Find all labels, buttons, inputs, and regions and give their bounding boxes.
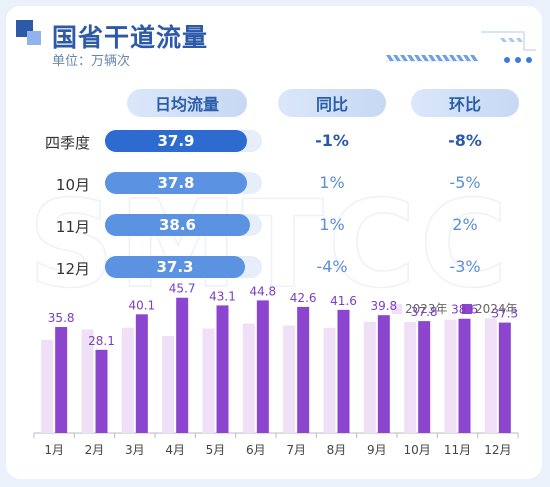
x-tick-label: 12月 <box>484 443 511 457</box>
data-label: 38.6 <box>451 303 478 317</box>
bar-2023 <box>444 319 457 433</box>
bar-2024 <box>418 321 431 433</box>
data-label: 39.8 <box>370 299 397 313</box>
flow-bar: 37.8 <box>105 172 247 194</box>
flow-bar: 37.3 <box>105 256 245 278</box>
bar-2023 <box>484 318 497 433</box>
yoy-value: 1% <box>319 173 345 192</box>
x-tick-label: 11月 <box>444 443 471 457</box>
bar-2023 <box>41 339 54 433</box>
data-label: 37.3 <box>491 307 518 321</box>
decoration-icon <box>386 31 536 63</box>
data-label: 35.8 <box>48 311 75 325</box>
bar-2024 <box>498 322 511 433</box>
row-label: 10月 <box>55 176 90 194</box>
x-tick-label: 3月 <box>125 443 145 457</box>
bar-2023 <box>363 321 376 433</box>
bar-2024 <box>458 318 471 433</box>
x-tick-label: 9月 <box>367 443 387 457</box>
data-label: 43.1 <box>209 289 236 303</box>
x-tick-label: 4月 <box>165 443 185 457</box>
row-label: 四季度 <box>44 134 90 152</box>
monthly-bar-chart: 35.8 1月 28.1 2月 40.1 3月 45.7 4月 43.1 5月 44.8 6月 42.6… <box>33 282 519 457</box>
row-label: 11月 <box>55 218 90 236</box>
logo-icon <box>16 20 41 45</box>
bar-2024 <box>256 300 269 433</box>
bar-2024 <box>135 314 148 433</box>
x-tick-label: 2月 <box>85 443 105 457</box>
bar-2024 <box>55 327 68 433</box>
data-label: 37.8 <box>411 305 438 319</box>
bar-2024 <box>95 349 108 433</box>
data-label: 42.6 <box>290 291 317 305</box>
row-label: 12月 <box>55 260 90 278</box>
legend-swatch-2023 <box>392 303 402 314</box>
x-tick-label: 8月 <box>327 443 347 457</box>
mom-value: 2% <box>452 215 478 234</box>
x-tick-label: 5月 <box>206 443 226 457</box>
data-label: 44.8 <box>249 284 276 298</box>
unit-label: 单位：万辆次 <box>52 54 131 69</box>
watermark: SMTCC <box>27 175 512 316</box>
flow-bar: 38.6 <box>105 214 250 236</box>
bar-2023 <box>162 335 175 433</box>
mom-value: -5% <box>449 173 481 192</box>
legend-label-2023: 2023年 <box>405 302 448 316</box>
bar-2024 <box>377 315 390 433</box>
data-label: 40.1 <box>128 298 155 312</box>
mom-value: -8% <box>448 131 482 150</box>
bar-2023 <box>121 327 134 433</box>
bar-2024 <box>216 305 229 433</box>
data-label: 41.6 <box>330 294 357 308</box>
bar-2023 <box>242 323 255 433</box>
x-tick-label: 1月 <box>44 443 64 457</box>
bar-2024 <box>176 297 189 433</box>
yoy-value: 1% <box>319 215 345 234</box>
card: SMTCC 国省干道流量 单位：万辆次 日均流量 同比 环比 四季度 37.9 -1… <box>6 6 542 479</box>
bar-2024 <box>297 306 310 433</box>
data-label: 45.7 <box>169 282 196 296</box>
bar-2023 <box>202 328 215 433</box>
bar-2023 <box>283 325 296 433</box>
col-header-mom: 环比 <box>411 89 519 117</box>
mom-value: -3% <box>449 257 481 276</box>
col-header-yoy: 同比 <box>278 89 386 117</box>
data-label: 28.1 <box>88 334 115 348</box>
bar-2023 <box>323 327 336 433</box>
yoy-value: -4% <box>316 257 348 276</box>
legend-2024: 2024年 <box>462 300 518 317</box>
x-tick-label: 10月 <box>404 443 431 457</box>
bar-2023 <box>404 322 417 433</box>
yoy-value: -1% <box>315 131 349 150</box>
bar-2023 <box>81 329 94 433</box>
legend-swatch-2024 <box>462 303 472 314</box>
legend-label-2024: 2024年 <box>475 302 518 316</box>
x-tick-label: 6月 <box>246 443 266 457</box>
legend-2023: 2023年 <box>392 300 448 317</box>
col-header-flow: 日均流量 <box>127 89 247 117</box>
page-title: 国省干道流量 <box>52 23 209 52</box>
bar-2024 <box>337 309 350 433</box>
flow-bar: 37.9 <box>105 130 247 152</box>
x-tick-label: 7月 <box>286 443 306 457</box>
